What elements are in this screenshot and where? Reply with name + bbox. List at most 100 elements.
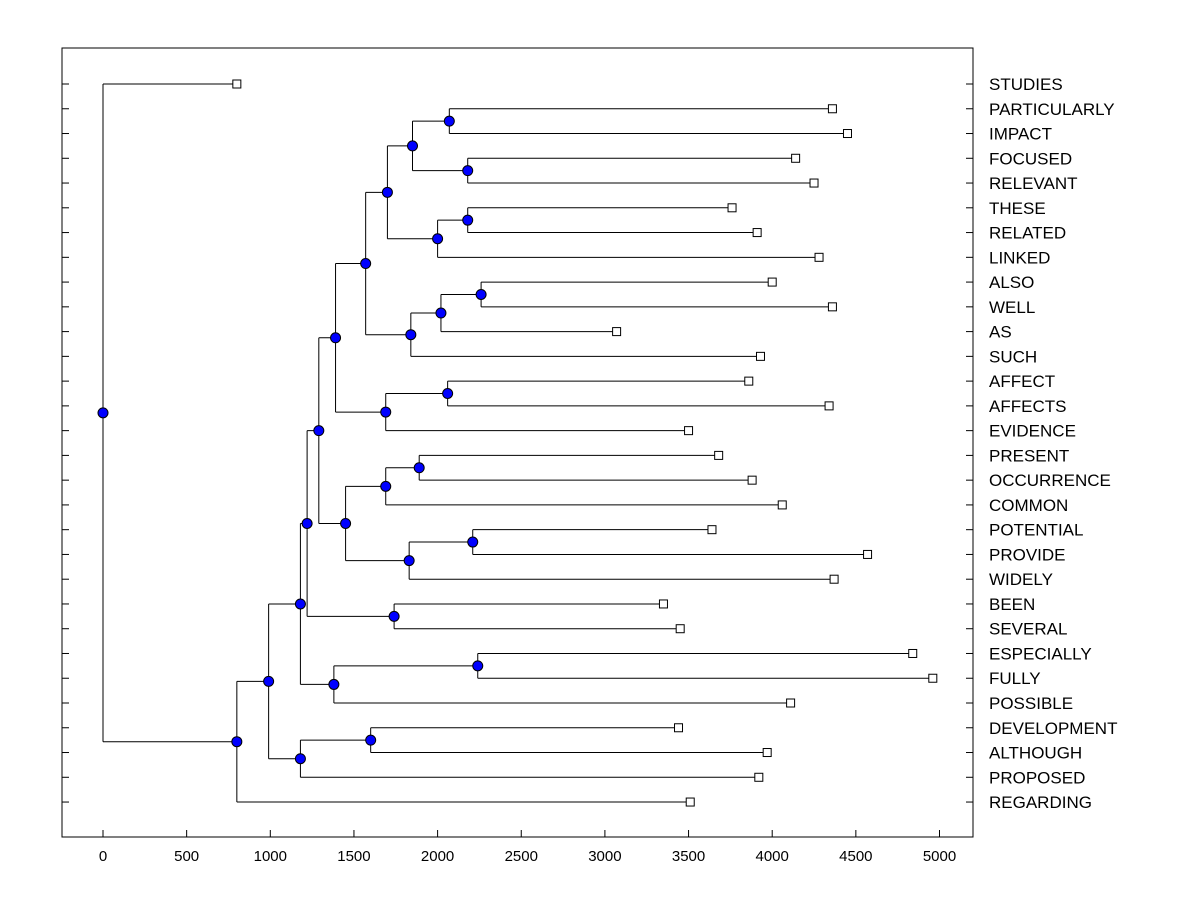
leaf-label: AS bbox=[989, 323, 1012, 342]
leaf-marker bbox=[685, 797, 695, 807]
x-tick-label: 1500 bbox=[337, 848, 370, 865]
merge-node bbox=[407, 140, 419, 152]
plot-frame bbox=[61, 47, 974, 838]
merge-node bbox=[435, 307, 447, 319]
leaf-label: EVIDENCE bbox=[989, 422, 1076, 441]
merge-node bbox=[263, 675, 275, 687]
merge-node bbox=[432, 233, 444, 245]
leaf-marker bbox=[842, 129, 852, 139]
leaf-marker bbox=[612, 327, 622, 337]
merge-node bbox=[294, 598, 306, 610]
leaf-label: OCCURRENCE bbox=[989, 471, 1111, 490]
leaf-label: WIDELY bbox=[989, 570, 1053, 589]
leaf-label: LINKED bbox=[989, 248, 1050, 267]
leaf-marker bbox=[809, 178, 819, 188]
merge-node bbox=[365, 734, 377, 746]
x-tick-label: 5000 bbox=[923, 848, 956, 865]
merge-node bbox=[472, 660, 484, 672]
leaf-marker bbox=[707, 525, 717, 535]
x-axis: 0 500 1000 1500 2000 2500 3000 3500 4000 4500 5000 bbox=[99, 830, 956, 865]
leaf-label: PROPOSED bbox=[989, 768, 1085, 787]
leaf-marker bbox=[727, 203, 737, 213]
merge-node bbox=[443, 115, 455, 127]
merge-node bbox=[97, 407, 109, 419]
leaf-label: IMPACT bbox=[989, 125, 1052, 144]
merge-node bbox=[475, 288, 487, 300]
leaf-marker bbox=[232, 79, 242, 89]
x-tick-label: 4500 bbox=[839, 848, 872, 865]
merge-node bbox=[294, 753, 306, 765]
leaf-marker bbox=[824, 401, 834, 411]
leaf-label: ALTHOUGH bbox=[989, 744, 1082, 763]
merge-node bbox=[328, 678, 340, 690]
x-tick-label: 2000 bbox=[421, 848, 454, 865]
merge-node bbox=[381, 186, 393, 198]
leaf-label: RELEVANT bbox=[989, 174, 1078, 193]
leaf-label: SUCH bbox=[989, 347, 1037, 366]
leaf-marker bbox=[928, 673, 938, 683]
leaf-marker bbox=[755, 351, 765, 361]
leaf-label: BEEN bbox=[989, 595, 1035, 614]
leaf-marker bbox=[791, 153, 801, 163]
leaf-marker bbox=[658, 599, 668, 609]
merge-node bbox=[405, 329, 417, 341]
leaf-label: PARTICULARLY bbox=[989, 100, 1115, 119]
leaf-marker bbox=[674, 723, 684, 733]
leaf-marker bbox=[908, 648, 918, 658]
merge-node bbox=[330, 332, 342, 344]
leaf-label: THESE bbox=[989, 199, 1046, 218]
x-tick-label: 2500 bbox=[505, 848, 538, 865]
leaf-label: SEVERAL bbox=[989, 620, 1067, 639]
leaf-label: AFFECT bbox=[989, 372, 1055, 391]
leaf-marker bbox=[752, 228, 762, 238]
leaf-label: COMMON bbox=[989, 496, 1068, 515]
merge-node bbox=[340, 517, 352, 529]
leaf-marker bbox=[675, 624, 685, 634]
merge-node bbox=[462, 214, 474, 226]
leaf-marker bbox=[827, 302, 837, 312]
merge-node bbox=[380, 406, 392, 418]
leaf-markers bbox=[232, 79, 938, 807]
x-tick-label: 4000 bbox=[756, 848, 789, 865]
leaf-label: ESPECIALLY bbox=[989, 644, 1092, 663]
leaf-marker bbox=[767, 277, 777, 287]
x-tick-label: 1000 bbox=[254, 848, 287, 865]
x-tick-label: 0 bbox=[99, 848, 107, 865]
leaf-label: ALSO bbox=[989, 273, 1034, 292]
x-tick-label: 3000 bbox=[588, 848, 621, 865]
x-tick-label: 500 bbox=[174, 848, 199, 865]
leaf-label: PROVIDE bbox=[989, 545, 1066, 564]
merge-node bbox=[380, 480, 392, 492]
leaf-label: STUDIES bbox=[989, 75, 1063, 94]
merge-node bbox=[388, 610, 400, 622]
leaf-marker bbox=[786, 698, 796, 708]
leaf-marker bbox=[777, 500, 787, 510]
merge-node bbox=[462, 165, 474, 177]
leaf-label: WELL bbox=[989, 298, 1035, 317]
merge-node bbox=[467, 536, 479, 548]
leaf-label: POSSIBLE bbox=[989, 694, 1073, 713]
leaf-marker bbox=[814, 252, 824, 262]
leaf-labels: STUDIES PARTICULARLY IMPACT FOCUSED RELEVANT… bbox=[989, 75, 1117, 812]
merge-node bbox=[301, 517, 313, 529]
merge-nodes bbox=[97, 115, 487, 765]
leaf-label: RELATED bbox=[989, 224, 1066, 243]
leaf-marker bbox=[827, 104, 837, 114]
leaf-label: FULLY bbox=[989, 669, 1041, 688]
merge-node bbox=[231, 736, 243, 748]
leaf-label: POTENTIAL bbox=[989, 521, 1083, 540]
leaf-marker bbox=[747, 475, 757, 485]
leaf-marker bbox=[684, 426, 694, 436]
leaf-marker bbox=[754, 772, 764, 782]
y-tick-marks bbox=[62, 83, 973, 803]
merge-node bbox=[403, 555, 415, 567]
merge-node bbox=[313, 425, 325, 437]
leaf-label: PRESENT bbox=[989, 446, 1069, 465]
merge-node bbox=[442, 388, 454, 399]
merge-node bbox=[413, 462, 425, 474]
leaf-label: REGARDING bbox=[989, 793, 1092, 812]
leaf-marker bbox=[829, 574, 839, 584]
leaf-label: FOCUSED bbox=[989, 149, 1072, 168]
leaf-marker bbox=[714, 450, 724, 460]
